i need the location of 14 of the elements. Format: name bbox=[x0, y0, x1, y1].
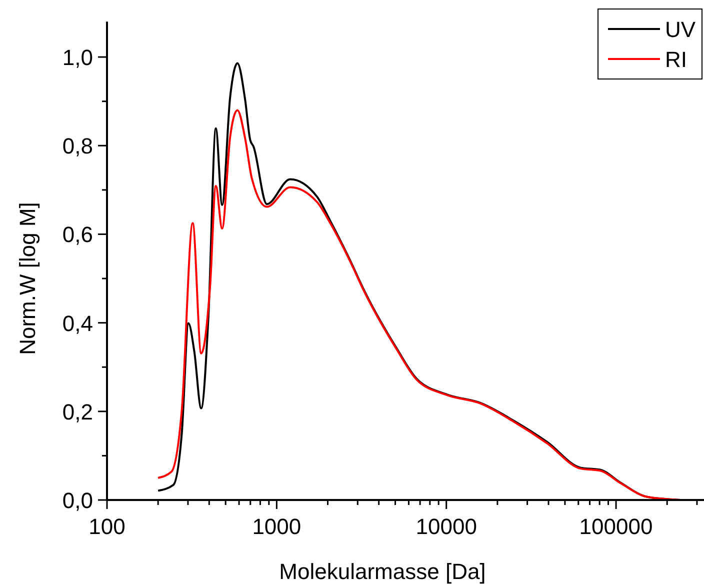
x-tick-label: 100000 bbox=[579, 514, 653, 539]
x-axis-title: Molekularmasse [Da] bbox=[279, 559, 486, 584]
x-tick-label: 1000 bbox=[252, 514, 302, 539]
legend-label: RI bbox=[665, 47, 687, 72]
y-tick-label: 0,8 bbox=[62, 134, 93, 159]
x-tick-label: 100 bbox=[88, 514, 126, 539]
y-tick-label: 0,6 bbox=[62, 222, 93, 248]
y-tick-label: 0,4 bbox=[62, 310, 93, 336]
y-axis-title: Norm.W [log M] bbox=[15, 202, 40, 355]
y-tick-label: 0,2 bbox=[62, 399, 93, 424]
legend-label: UV bbox=[665, 17, 696, 42]
x-tick-label: 10000 bbox=[416, 514, 477, 539]
y-tick-label: 1,0 bbox=[62, 45, 93, 70]
y-tick-label: 0,0 bbox=[62, 488, 93, 513]
